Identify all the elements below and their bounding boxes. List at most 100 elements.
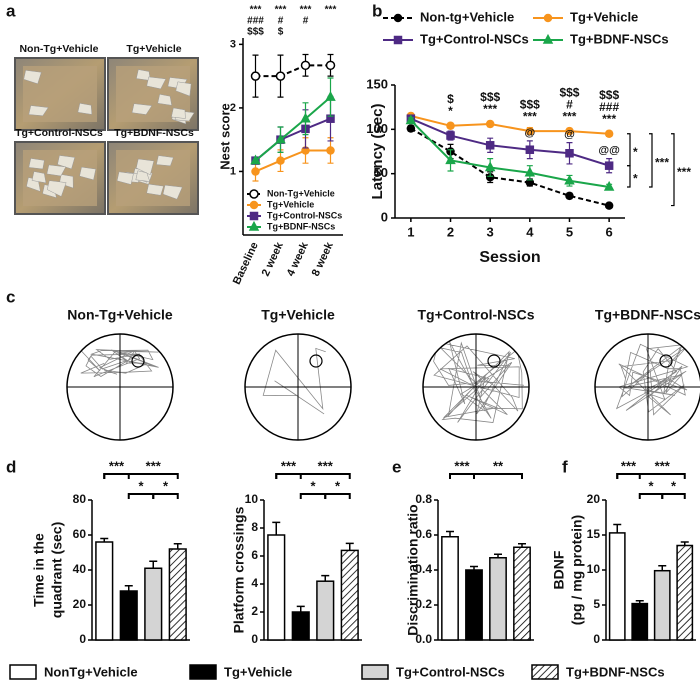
- marker: [406, 124, 416, 133]
- y-tick-label: 0.4: [415, 562, 432, 576]
- significance-label: ***: [109, 458, 125, 473]
- y-axis-label: BDNF: [551, 550, 567, 589]
- legend-label: Tg+BDNF-NSCs: [566, 664, 665, 679]
- significance-label: ***: [146, 458, 162, 473]
- nest-material: [156, 155, 174, 167]
- legend-label: NonTg+Vehicle: [44, 664, 138, 679]
- legend-marker: [249, 200, 259, 210]
- trial-label: Tg+Control-NSCs: [417, 307, 534, 323]
- marker: [604, 129, 614, 139]
- y-axis-label: (pg / mg protein): [569, 515, 585, 625]
- y-tick-label: 1: [230, 165, 236, 177]
- series-line: [410, 117, 610, 167]
- significance-bracket: [661, 493, 686, 499]
- marker: [275, 133, 286, 144]
- x-tick-label: 1: [407, 224, 414, 239]
- y-tick-label: 6: [251, 548, 258, 562]
- significance-label: ***: [655, 156, 669, 170]
- legend-marker: [543, 13, 553, 23]
- legend-swatch: [189, 664, 217, 680]
- panel-letter: f: [562, 457, 568, 476]
- significance-label: *: [633, 145, 638, 159]
- photo-label: Tg+BDNF-NSCs: [114, 127, 194, 139]
- significance-label: ***: [454, 458, 470, 473]
- marker: [325, 60, 336, 71]
- y-tick-label: 60: [73, 527, 87, 541]
- series-line: [254, 117, 331, 162]
- trial-label: Tg+Vehicle: [261, 307, 335, 323]
- swim-path: [432, 340, 524, 423]
- significance-label: #: [278, 16, 284, 27]
- significance-bracket: [152, 493, 179, 499]
- y-axis-label: Nest score: [217, 103, 232, 169]
- platform: [131, 354, 145, 368]
- point-note: @: [564, 129, 575, 141]
- bar: [489, 557, 507, 641]
- significance-label: ###: [599, 100, 619, 114]
- significance-bracket: [127, 493, 155, 499]
- bar: [340, 549, 359, 641]
- panel-letter: a: [6, 1, 16, 20]
- significance-label: ***: [325, 5, 337, 16]
- significance-label: ***: [655, 458, 671, 473]
- significance-bracket: [638, 493, 664, 499]
- swim-path: [615, 343, 689, 416]
- marker: [565, 126, 574, 136]
- significance-label: #: [303, 16, 309, 27]
- error-bar: [321, 574, 330, 582]
- legend: Non-Tg+VehicleTg+VehicleTg+Control-NSCsT…: [247, 188, 342, 231]
- error-bar: [296, 605, 305, 612]
- y-tick-label: 40: [73, 562, 87, 576]
- significance-label: **: [493, 458, 504, 473]
- series-line: [254, 96, 332, 162]
- legend-marker: [393, 35, 403, 45]
- significance-bracket: [449, 473, 523, 479]
- y-tick-label: 0.0: [415, 632, 432, 646]
- x-tick-label: Baseline: [231, 240, 261, 286]
- y-tick-label: 5: [593, 597, 600, 611]
- y-axis-label: Latency (sec): [369, 104, 386, 200]
- significance-bracket: [627, 165, 631, 188]
- marker: [325, 91, 336, 101]
- y-tick-label: 20: [73, 597, 87, 611]
- y-tick-label: 0: [251, 632, 258, 646]
- y-tick-label: 15: [587, 527, 601, 541]
- marker: [565, 191, 574, 201]
- x-tick-label: 4 week: [285, 240, 311, 279]
- y-tick-label: 3: [230, 38, 236, 50]
- y-tick-label: 0: [593, 632, 600, 646]
- legend-label: Non-tg+Vehicle: [420, 9, 514, 24]
- nest-material: [135, 158, 155, 176]
- error-bar: [173, 543, 182, 549]
- error-bar: [272, 521, 281, 535]
- bar: [168, 548, 187, 641]
- y-tick-label: 0.2: [415, 597, 432, 611]
- bar: [676, 544, 694, 641]
- legend-label: Tg+Control-NSCs: [396, 664, 505, 679]
- photo-label: Non-Tg+Vehicle: [19, 43, 98, 55]
- significance-label: ###: [247, 16, 264, 27]
- significance-label: *: [648, 478, 654, 493]
- bar: [631, 602, 649, 641]
- marker: [275, 71, 286, 81]
- series-line: [255, 64, 331, 78]
- significance-bracket: [649, 133, 653, 188]
- significance-label: ***: [281, 458, 297, 473]
- bar: [513, 546, 531, 641]
- y-tick-label: 4: [251, 576, 258, 590]
- series-line: [410, 127, 610, 207]
- y-tick-label: 0: [79, 632, 86, 646]
- legend-label: Tg+Control-NSCs: [267, 210, 342, 220]
- nest-material: [79, 166, 97, 181]
- legend-marker: [248, 220, 260, 231]
- significance-label: *: [448, 104, 453, 118]
- marker: [604, 161, 614, 170]
- y-tick-label: 150: [366, 76, 388, 91]
- marker: [446, 121, 455, 131]
- y-tick-label: 0.8: [415, 492, 432, 506]
- x-tick-label: 5: [566, 224, 573, 239]
- significance-label: ***: [250, 5, 262, 16]
- marker: [604, 201, 614, 210]
- significance-label: #: [566, 97, 573, 111]
- significance-label: *: [163, 478, 169, 493]
